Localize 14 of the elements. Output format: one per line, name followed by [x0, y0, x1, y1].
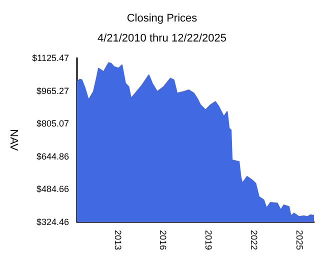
y-tick-label: $805.07 — [36, 118, 69, 129]
y-tick-label: $644.86 — [36, 151, 69, 162]
x-tick-label: 2016 — [158, 230, 168, 250]
x-tick-label: 2013 — [112, 230, 123, 250]
y-tick-label: $484.66 — [36, 184, 69, 194]
chart-subtitle: 4/21/2010 thru 12/22/2025 — [97, 32, 227, 44]
x-tick-label: 2022 — [248, 230, 259, 250]
y-tick-label: $965.27 — [36, 86, 69, 96]
y-tick-label: $1125.47 — [32, 53, 69, 63]
y-axis-title: NAV — [8, 129, 20, 152]
x-tick-label: 2025 — [294, 230, 304, 250]
chart-title: Closing Prices — [126, 12, 198, 24]
x-tick-label: 2019 — [204, 230, 214, 250]
y-tick-label: $324.46 — [36, 217, 69, 227]
